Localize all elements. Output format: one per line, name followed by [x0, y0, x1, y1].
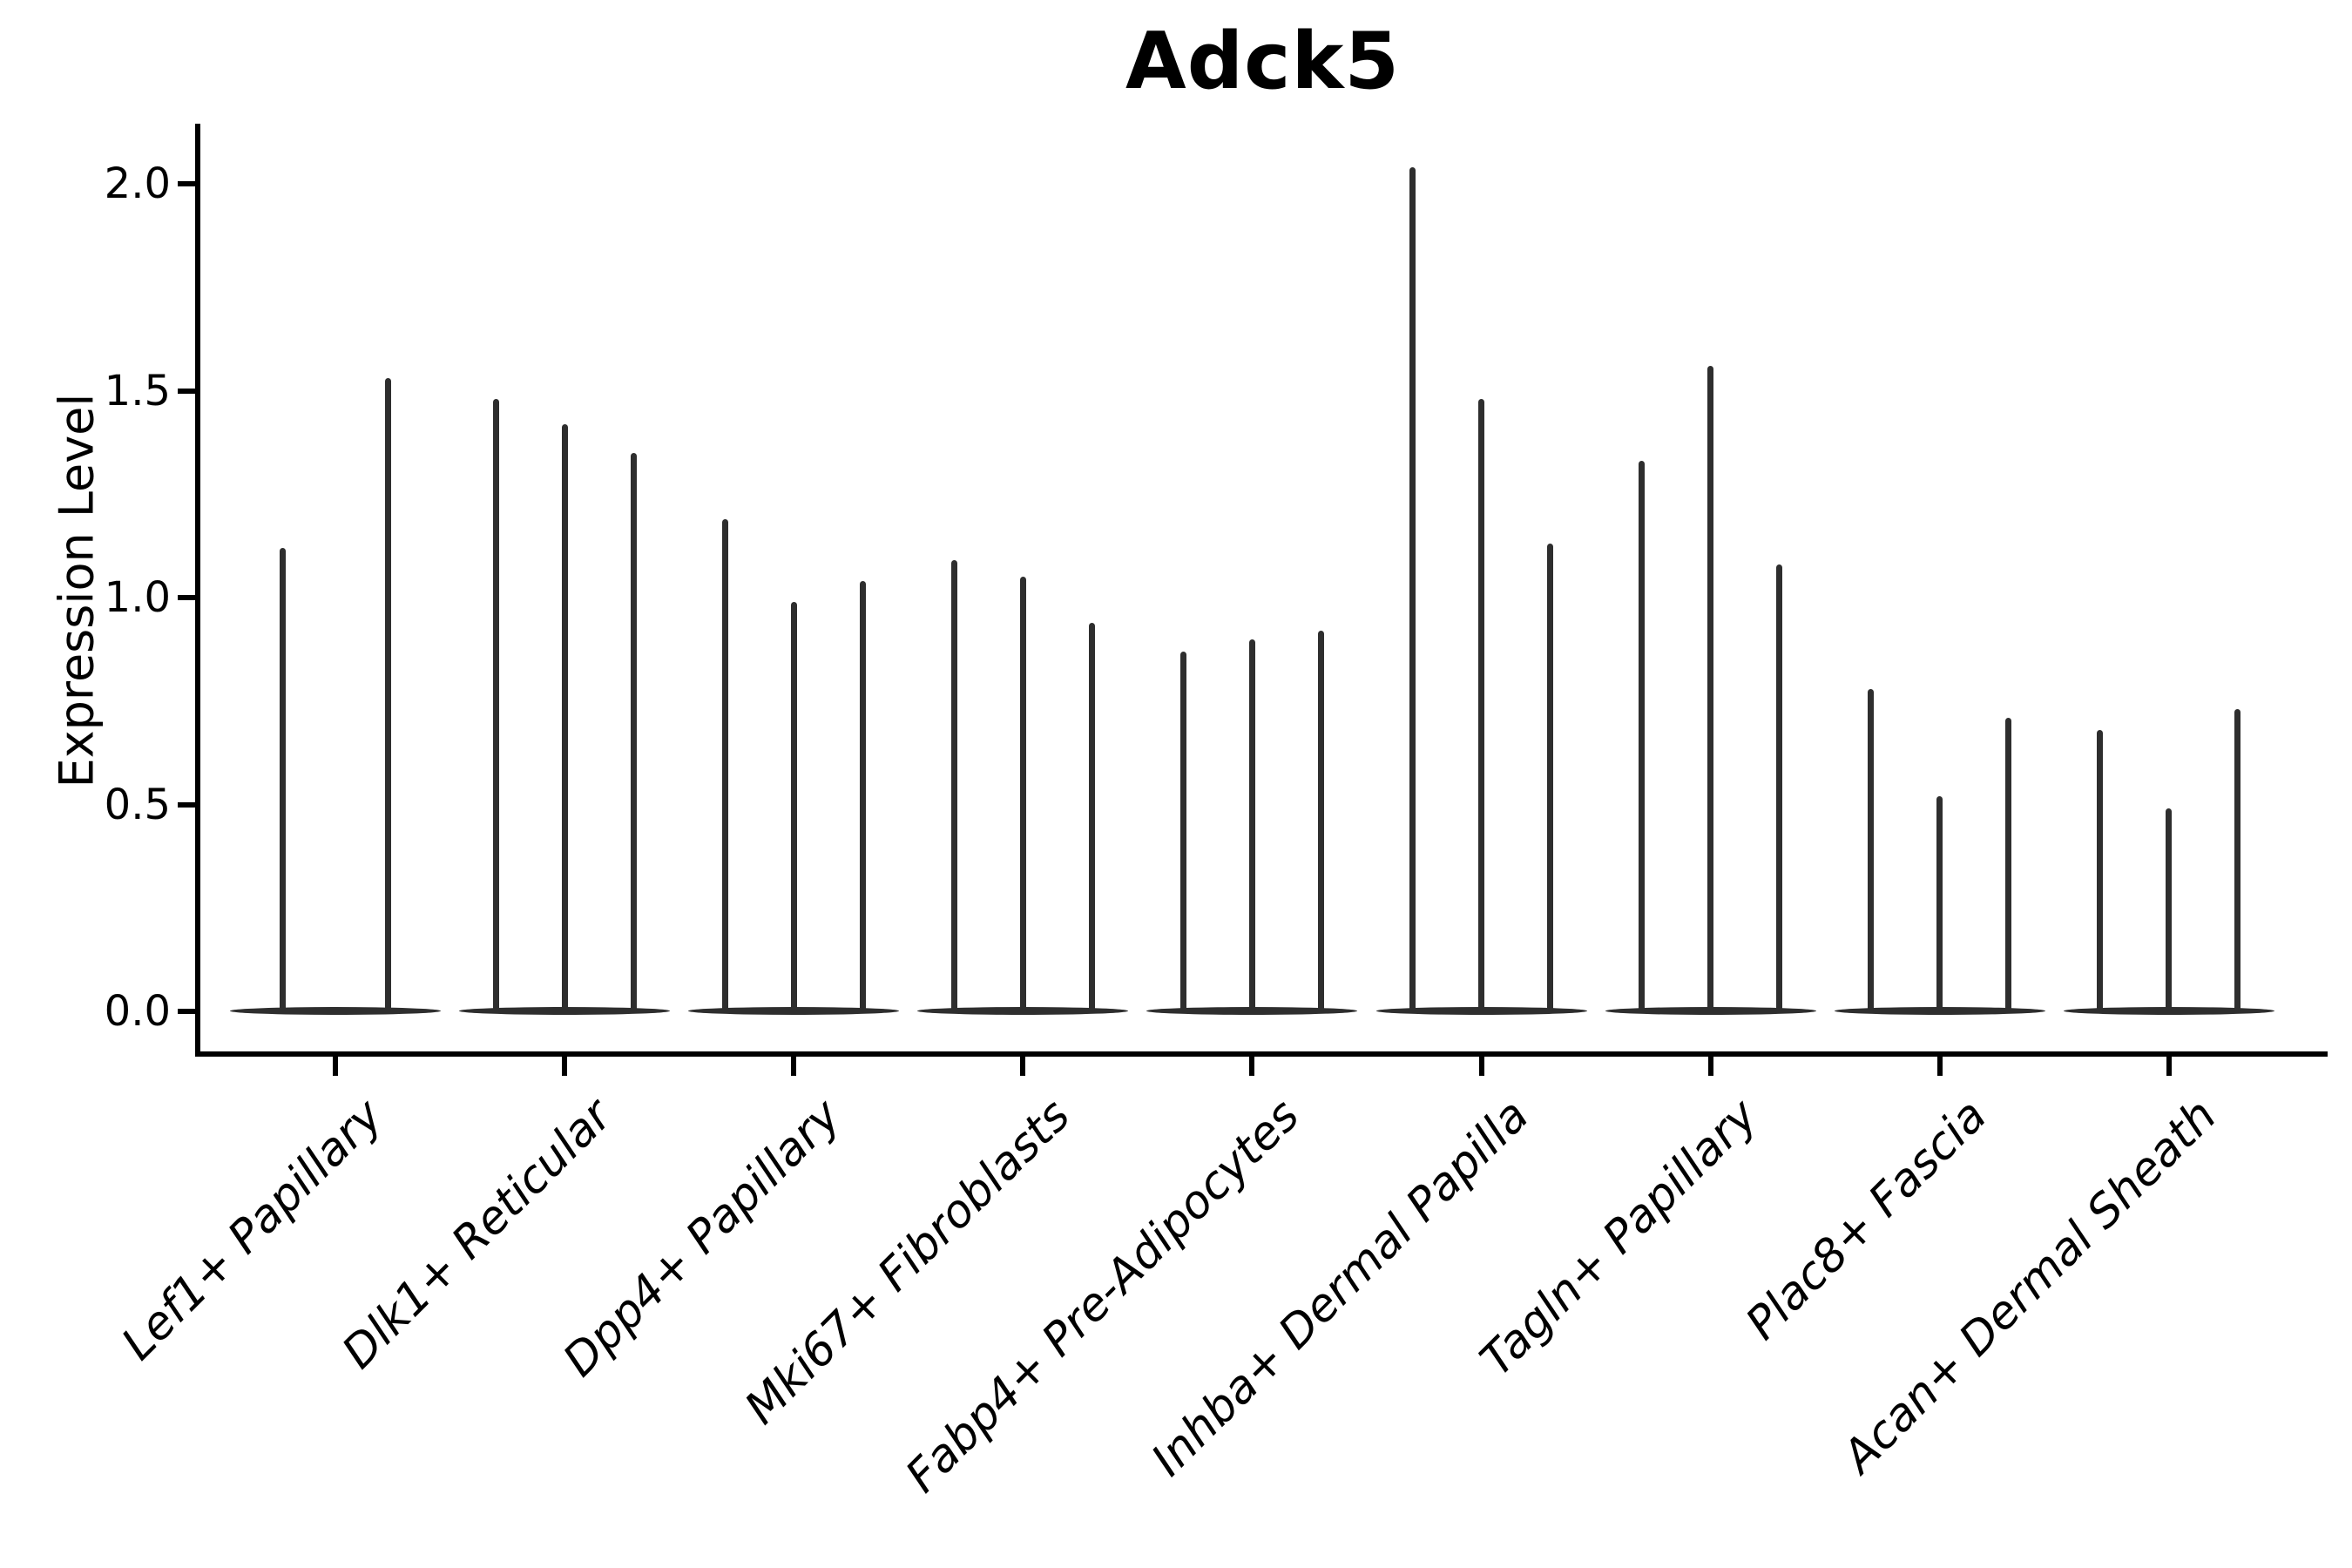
violin-base: [230, 1007, 441, 1015]
violin-spike: [1707, 366, 1714, 1011]
violin-spike: [859, 581, 866, 1011]
violin-spike: [2234, 709, 2241, 1011]
violin-spike: [280, 548, 286, 1011]
x-tick-mark: [791, 1057, 797, 1076]
violin-spike: [2097, 730, 2104, 1011]
violin-spike: [1936, 796, 1943, 1011]
x-tick-label: Fabp4+ Pre-Adipocytes: [896, 1089, 1310, 1504]
x-tick-mark: [333, 1057, 338, 1076]
violin-spike: [561, 423, 568, 1011]
x-tick-mark: [1249, 1057, 1255, 1076]
y-tick-mark: [178, 181, 195, 186]
violin-spike: [1547, 544, 1553, 1011]
y-tick-label: 1.5: [104, 366, 171, 416]
x-tick-label: Acan+ Dermal Sheath: [1832, 1089, 2227, 1484]
violin-spike: [721, 518, 728, 1011]
violin-spike: [1317, 631, 1324, 1011]
violin-spike: [630, 452, 637, 1011]
y-tick-label: 0.5: [104, 780, 171, 829]
y-axis-spine: [195, 124, 200, 1057]
x-tick-mark: [1020, 1057, 1026, 1076]
violin-spike: [1478, 399, 1484, 1011]
violin-spike: [2166, 808, 2173, 1011]
x-tick-label: Inhba+ Dermal Papilla: [1141, 1089, 1539, 1487]
violin-spike: [1868, 688, 1875, 1011]
x-tick-mark: [1707, 1057, 1713, 1076]
violin-spike: [1179, 651, 1186, 1011]
violin-spike: [2005, 717, 2012, 1011]
violin-spike: [1019, 577, 1026, 1011]
y-tick-label: 1.0: [104, 573, 171, 622]
violin-spike: [385, 378, 391, 1011]
y-tick-label: 0.0: [104, 987, 171, 1036]
x-tick-mark: [2166, 1057, 2172, 1076]
violin-spike: [1088, 622, 1095, 1011]
chart-title: Adck5: [1125, 16, 1400, 107]
violin-spike: [1248, 639, 1255, 1011]
y-tick-mark: [178, 595, 195, 600]
x-tick-mark: [562, 1057, 568, 1076]
violin-spike: [790, 601, 797, 1011]
x-tick-mark: [1478, 1057, 1484, 1076]
violin-spike: [1776, 564, 1783, 1011]
y-tick-mark: [178, 801, 195, 808]
y-tick-label: 2.0: [104, 159, 171, 208]
violin-spike: [1639, 461, 1646, 1011]
y-tick-mark: [178, 1009, 195, 1014]
violin-spike: [492, 399, 499, 1011]
y-tick-mark: [178, 388, 195, 394]
x-tick-mark: [1936, 1057, 1943, 1076]
violin-spike: [1409, 167, 1416, 1011]
x-tick-label: Plac8+ Fascia: [1736, 1089, 1997, 1350]
x-axis-spine: [195, 1051, 2328, 1057]
violin-spike: [950, 560, 957, 1011]
